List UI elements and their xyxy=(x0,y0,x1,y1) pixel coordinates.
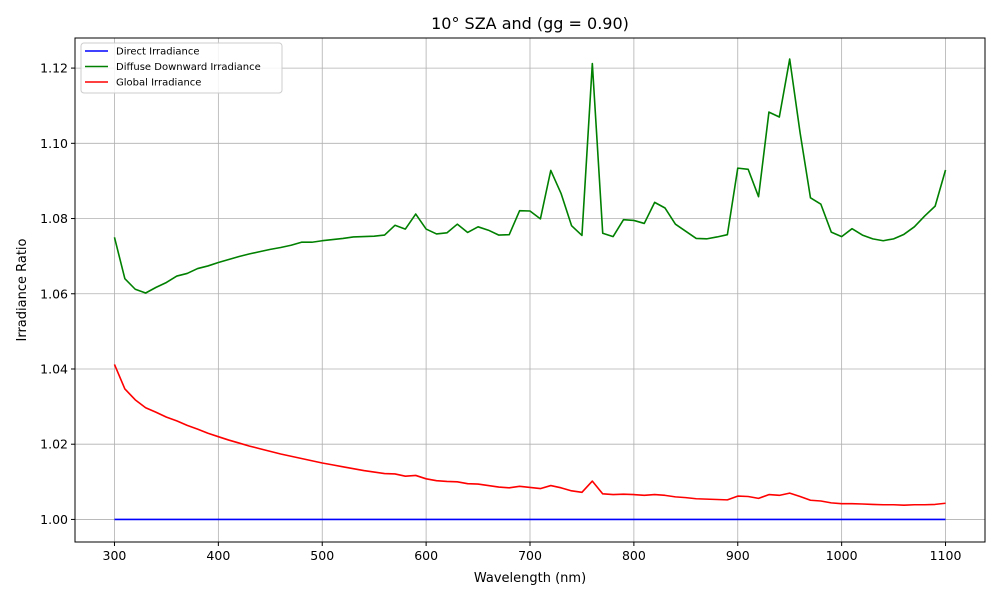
legend-label-direct-irradiance: Direct Irradiance xyxy=(116,47,200,58)
x-tick-label: 700 xyxy=(518,548,542,563)
axis-ticks: 300 400 500 600 700 800 900 1000 1100 1.00 1.02 1.0… xyxy=(40,61,961,563)
x-tick-label: 1100 xyxy=(930,548,962,563)
y-tick-label: 1.00 xyxy=(40,512,68,527)
y-tick-label: 1.04 xyxy=(40,361,68,376)
series-line-diffuse-downward-irradiance xyxy=(113,58,947,294)
legend-label-global-irradiance: Global Irradiance xyxy=(116,78,201,89)
y-tick-label: 1.12 xyxy=(40,61,68,76)
x-tick-label: 800 xyxy=(622,548,646,563)
legend: Direct Irradiance Diffuse Downward Irradi… xyxy=(80,42,283,94)
x-tick-label: 900 xyxy=(726,548,750,563)
series-line-global-irradiance xyxy=(113,364,946,506)
series-lines xyxy=(113,58,947,521)
legend-box xyxy=(80,42,283,94)
y-tick-label: 1.08 xyxy=(40,211,68,226)
x-tick-label: 1000 xyxy=(826,548,858,563)
y-tick-label: 1.06 xyxy=(40,286,68,301)
x-tick-label: 400 xyxy=(206,548,230,563)
legend-label-diffuse-downward-irradiance: Diffuse Downward Irradiance xyxy=(116,62,261,73)
y-tick-label: 1.02 xyxy=(40,437,68,452)
y-tick-label: 1.10 xyxy=(40,136,68,151)
grid xyxy=(75,38,985,542)
x-tick-label: 300 xyxy=(103,548,127,563)
chart-title: 10° SZA and (gg = 0.90) xyxy=(431,14,629,33)
x-axis-label: Wavelength (nm) xyxy=(474,571,586,586)
x-tick-label: 500 xyxy=(310,548,334,563)
x-tick-label: 600 xyxy=(414,548,438,563)
y-axis-label: Irradiance Ratio xyxy=(15,238,30,341)
